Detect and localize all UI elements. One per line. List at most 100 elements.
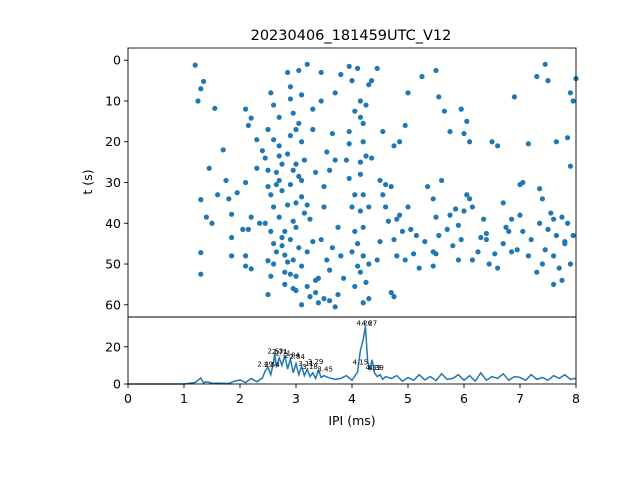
raster-point bbox=[293, 224, 299, 230]
raster-point bbox=[229, 234, 235, 241]
raster-point bbox=[525, 141, 532, 147]
peak-annotation: 4.26 bbox=[357, 319, 373, 327]
raster-point bbox=[559, 277, 565, 283]
raster-point bbox=[461, 130, 467, 137]
raster-point bbox=[433, 67, 439, 74]
raster-point bbox=[257, 220, 263, 226]
raster-point bbox=[565, 135, 571, 141]
raster-point bbox=[268, 228, 274, 235]
raster-point bbox=[299, 177, 305, 184]
raster-point bbox=[402, 257, 408, 263]
raster-point bbox=[287, 271, 293, 277]
raster-point bbox=[226, 196, 232, 202]
raster-point bbox=[483, 230, 489, 237]
raster-point bbox=[458, 106, 464, 112]
raster-point bbox=[198, 197, 204, 203]
raster-point bbox=[282, 228, 288, 235]
raster-point bbox=[548, 210, 554, 216]
raster-point bbox=[287, 133, 293, 139]
raster-point bbox=[391, 236, 397, 243]
raster-point bbox=[268, 192, 274, 198]
raster-point bbox=[335, 224, 341, 230]
peak-annotation: 2.71 bbox=[275, 350, 291, 358]
raster-point bbox=[195, 98, 201, 104]
raster-point bbox=[310, 126, 316, 133]
raster-point bbox=[553, 232, 560, 239]
raster-point bbox=[276, 114, 282, 120]
raster-point bbox=[301, 157, 307, 163]
histogram-x-tick-label: 6 bbox=[460, 391, 468, 406]
raster-point bbox=[380, 192, 386, 198]
raster-point bbox=[534, 73, 540, 80]
raster-point bbox=[374, 65, 380, 71]
raster-point bbox=[262, 220, 268, 226]
raster-point bbox=[551, 216, 557, 222]
raster-point bbox=[287, 84, 293, 90]
raster-point bbox=[279, 234, 285, 241]
histogram-x-axis-label: IPI (ms) bbox=[328, 413, 375, 428]
raster-point bbox=[301, 210, 307, 216]
raster-point bbox=[313, 277, 319, 283]
raster-point bbox=[254, 165, 260, 171]
raster-point bbox=[565, 220, 571, 226]
peak-annotation: 2.63 bbox=[267, 347, 283, 355]
raster-point bbox=[318, 69, 324, 76]
raster-point bbox=[198, 271, 204, 277]
raster-point bbox=[273, 181, 279, 188]
raster-point bbox=[307, 294, 313, 300]
raster-point bbox=[299, 263, 305, 269]
raster-point bbox=[329, 245, 335, 251]
raster-point bbox=[279, 161, 285, 167]
raster-point bbox=[310, 106, 316, 112]
peak-annotation: 3.11 bbox=[298, 360, 314, 368]
peak-annotation: 2.49 bbox=[257, 360, 273, 368]
raster-point bbox=[514, 247, 520, 253]
raster-point bbox=[313, 169, 319, 175]
raster-point bbox=[287, 96, 293, 102]
raster-point bbox=[469, 204, 475, 210]
raster-point bbox=[313, 289, 319, 296]
raster-point bbox=[542, 247, 548, 253]
raster-point bbox=[307, 216, 313, 222]
histogram-x-tick-label: 0 bbox=[124, 391, 132, 406]
raster-point bbox=[276, 153, 282, 159]
raster-point bbox=[478, 234, 484, 241]
raster-point bbox=[444, 226, 450, 232]
peak-annotation: 4.39 bbox=[368, 364, 384, 372]
raster-point bbox=[539, 261, 546, 267]
raster-point bbox=[271, 137, 277, 143]
raster-point bbox=[464, 192, 470, 198]
raster-point bbox=[287, 181, 293, 188]
raster-point bbox=[455, 222, 461, 228]
raster-point bbox=[287, 236, 293, 243]
raster-point bbox=[503, 224, 509, 230]
raster-point bbox=[271, 261, 277, 267]
raster-point bbox=[366, 82, 372, 88]
raster-point bbox=[416, 265, 422, 271]
histogram-x-tick-label: 5 bbox=[404, 391, 412, 406]
raster-point bbox=[262, 155, 268, 161]
raster-point bbox=[517, 212, 523, 218]
raster-point bbox=[492, 251, 498, 257]
raster-frame bbox=[127, 47, 577, 318]
raster-point bbox=[447, 128, 453, 135]
raster-y-tick-label: 60 bbox=[105, 297, 121, 312]
raster-point bbox=[268, 90, 274, 96]
raster-point bbox=[201, 78, 207, 85]
raster-point bbox=[377, 177, 383, 184]
raster-point bbox=[198, 250, 204, 256]
raster-point bbox=[310, 238, 316, 245]
raster-point bbox=[338, 253, 344, 259]
histogram-y-axis: 0 20 bbox=[105, 339, 128, 392]
peak-annotation: 3.18 bbox=[302, 363, 318, 371]
raster-point bbox=[352, 283, 358, 290]
raster-point bbox=[430, 196, 436, 202]
raster-point bbox=[279, 243, 285, 249]
raster-point bbox=[271, 102, 277, 108]
raster-point bbox=[327, 167, 333, 173]
histogram-annotations: 2.632.712.712.842.843.293.113.18 3.452.49… bbox=[257, 319, 383, 373]
raster-point bbox=[486, 261, 492, 267]
raster-point bbox=[234, 190, 240, 196]
raster-point bbox=[399, 228, 405, 235]
raster-point bbox=[279, 188, 285, 194]
